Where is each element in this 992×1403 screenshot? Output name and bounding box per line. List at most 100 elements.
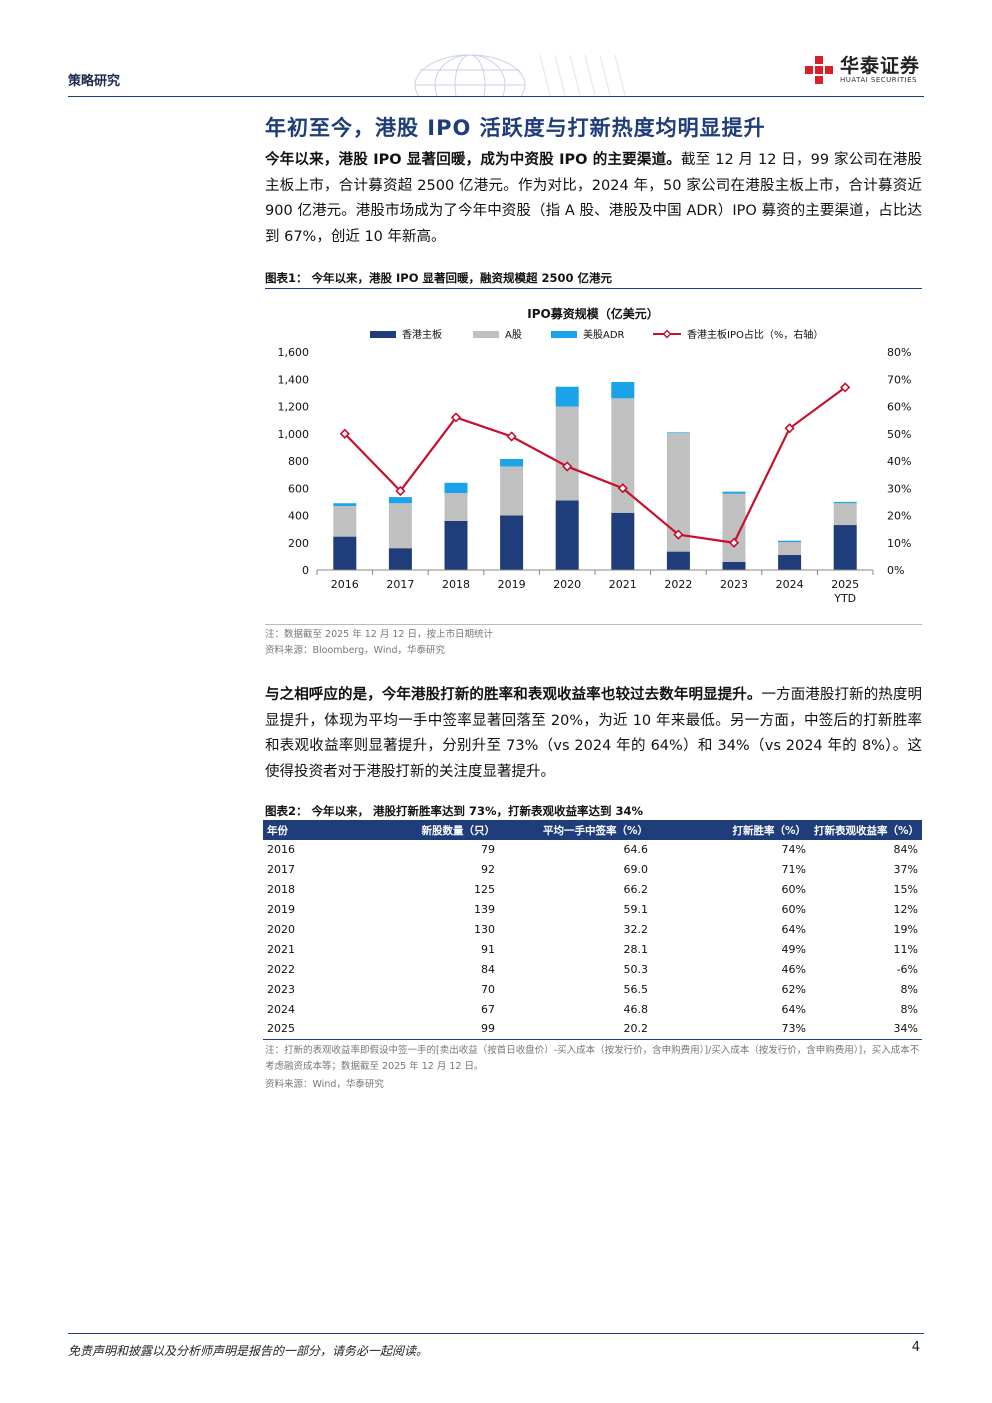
table-row: 2021 91 28.1 49% 11% [263,939,922,959]
table-row: 2019 139 59.1 60% 12% [263,900,922,920]
figure-1-source: 资料来源：Bloomberg，Wind，华泰研究 [265,645,446,656]
x-tick-label: 2016 [331,578,359,591]
table-row: 2024 67 46.8 64% 8% [263,999,922,1019]
bar-segment [666,432,690,434]
paragraph-2-lead: 与之相呼应的是，今年港股打新的胜率和表观收益率也较过去数年明显提升。 [265,687,762,703]
figure-1-bottom-rule [265,624,922,625]
bar-segment [722,561,746,570]
brand-logo: 华泰证券 HUATAI SECURITIES [804,55,920,85]
bar-segment [611,381,635,399]
y-tick-label: 0 [302,564,309,577]
table-cell: 79 [481,843,495,857]
globe-decoration [414,54,626,97]
table-row: 2016 79 64.6 74% 84% [263,840,922,860]
y-tick-label: 1,400 [278,373,310,386]
share-line-point [506,431,517,442]
x-tick-label: 2017 [386,578,414,591]
figure-1-caption: 图表1： 今年以来，港股 IPO 显著回暖，融资规模超 2500 亿港元 [265,271,613,285]
table-cell: 64.6 [623,843,649,857]
table-row: 2022 84 50.3 46% -6% [263,959,922,979]
table-cell: 60% [781,903,806,917]
table-cell: 69.0 [623,863,649,877]
table-cell: 130 [474,923,495,936]
table-cell: 2022 [267,962,295,976]
paragraph-1-body: 截至 12 月 12 日，99 家公司在港股主板上市，合计募资超 2500 亿港… [265,152,922,245]
bar-segment [388,548,412,570]
table-cell: 32.2 [623,923,649,936]
table-cell: 60% [781,883,806,897]
table-cell: 11% [893,942,918,956]
legend-swatch [370,331,396,338]
share-line-point [784,423,795,434]
share-line [344,386,846,544]
legend-label: A股 [505,329,522,341]
table-cell: 99 [361,1019,499,1040]
col-header-return: 打新表观收益率（%） [810,820,922,840]
table-row: 2023 70 56.5 62% 8% [263,979,922,999]
y2-tick-label: 20% [887,510,911,523]
y2-tick-label: 0% [887,564,904,577]
page-title: 年初至今，港股 IPO 活跃度与打新热度均明显提升 [265,116,766,140]
y-tick-label: 200 [288,537,309,550]
bar-segment [388,503,412,549]
bar-segment [833,503,857,526]
ipo-subscription-table: 年份 新股数量（只） 平均一手中签率（%） 打新胜率（%） 打新表观收益率（%）… [263,820,922,1040]
figure-2-note: 注：打新的表观收益率即假设中签一手的[卖出收益（按首日收盘价）-买入成本（按发行… [265,1045,920,1072]
y-tick-label: 400 [288,510,309,523]
bar-segment [666,433,690,552]
table-cell: 2017 [267,863,295,877]
paragraph-2: 与之相呼应的是，今年港股打新的胜率和表观收益率也较过去数年明显提升。一方面港股打… [265,683,922,785]
legend-label: 美股ADR [583,328,625,341]
table-cell: 2018 [267,883,295,897]
legend-marker [662,329,672,339]
table-cell: 71% [781,863,806,877]
brand-name-en: HUATAI SECURITIES [839,76,917,84]
table-cell: 59.1 [623,903,649,917]
share-line-point [450,412,462,423]
bar-segment [722,491,746,494]
table-cell: 2025 [263,1019,361,1040]
bar-segment [778,555,802,570]
bar-segment [500,458,524,467]
x-tick-label: 2021 [609,578,637,591]
bar-segment [500,515,524,570]
table-cell: 2023 [267,982,295,996]
bar-segment [722,493,746,562]
y-tick-label: 1,600 [278,346,310,359]
table-cell: 12% [893,903,918,917]
table-cell: 67 [481,1002,495,1016]
table-cell: 2021 [267,942,295,956]
y2-tick-label: 40% [887,455,911,468]
table-cell: 66.2 [623,883,649,897]
col-header-count: 新股数量（只） [361,820,499,840]
table-cell: 64% [781,923,806,936]
y2-tick-label: 70% [887,373,911,386]
bar-segment [611,512,635,570]
share-line-point [395,485,406,497]
table-cell: 8% [900,982,918,996]
bar-segment [778,540,802,543]
ipo-fundraising-chart: IPO募资规模（亿美元） 香港主板 A股 美股ADR 香港主板IPO占比（%，右轴） … [278,306,912,605]
bar-segment [555,386,579,407]
legend-swatch [473,331,499,338]
x-tick-label: 2023 [720,578,748,591]
table-cell: 2016 [267,843,295,857]
table-cell: 28.1 [623,942,649,956]
table-row: 2020 130 32.2 64% 19% [263,920,922,940]
table-cell: 62% [781,982,806,996]
table-cell: 125 [474,883,495,897]
table-cell: 46.8 [623,1002,649,1016]
share-line-point [673,529,684,540]
legend-label: 香港主板 [402,328,442,341]
col-header-year: 年份 [263,820,361,840]
bar-segment [333,505,357,537]
table-cell: 56.5 [623,982,649,996]
y-tick-label: 800 [288,455,309,468]
share-line-point [617,483,628,494]
table-cell: 49% [781,942,806,956]
huatai-logo-icon [804,56,833,84]
header-divider [68,96,924,97]
y2-tick-label: 50% [887,428,911,441]
table-row: 2017 92 69.0 71% 37% [263,860,922,880]
bar-segment [333,503,357,506]
